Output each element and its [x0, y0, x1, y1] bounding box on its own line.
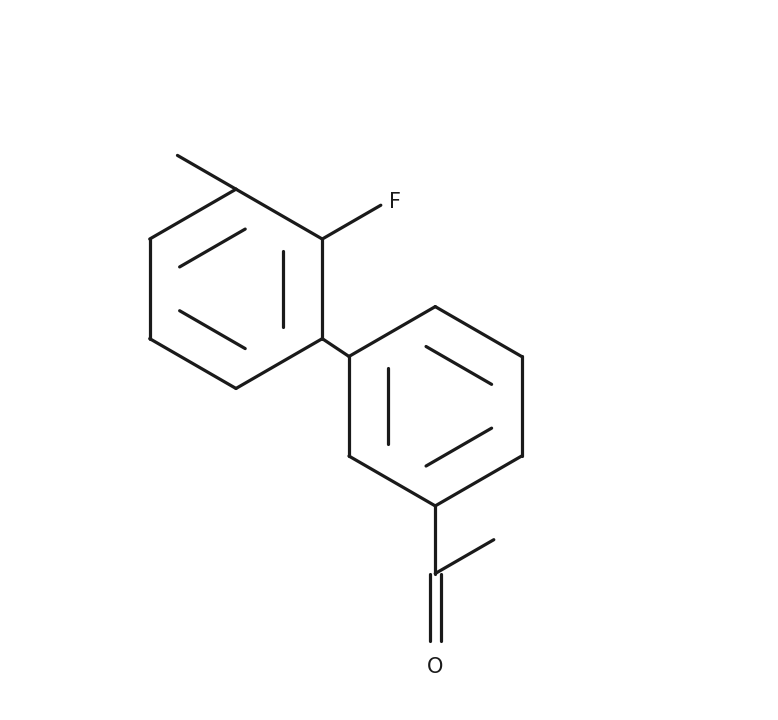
Text: O: O [427, 657, 443, 677]
Text: F: F [389, 192, 401, 212]
